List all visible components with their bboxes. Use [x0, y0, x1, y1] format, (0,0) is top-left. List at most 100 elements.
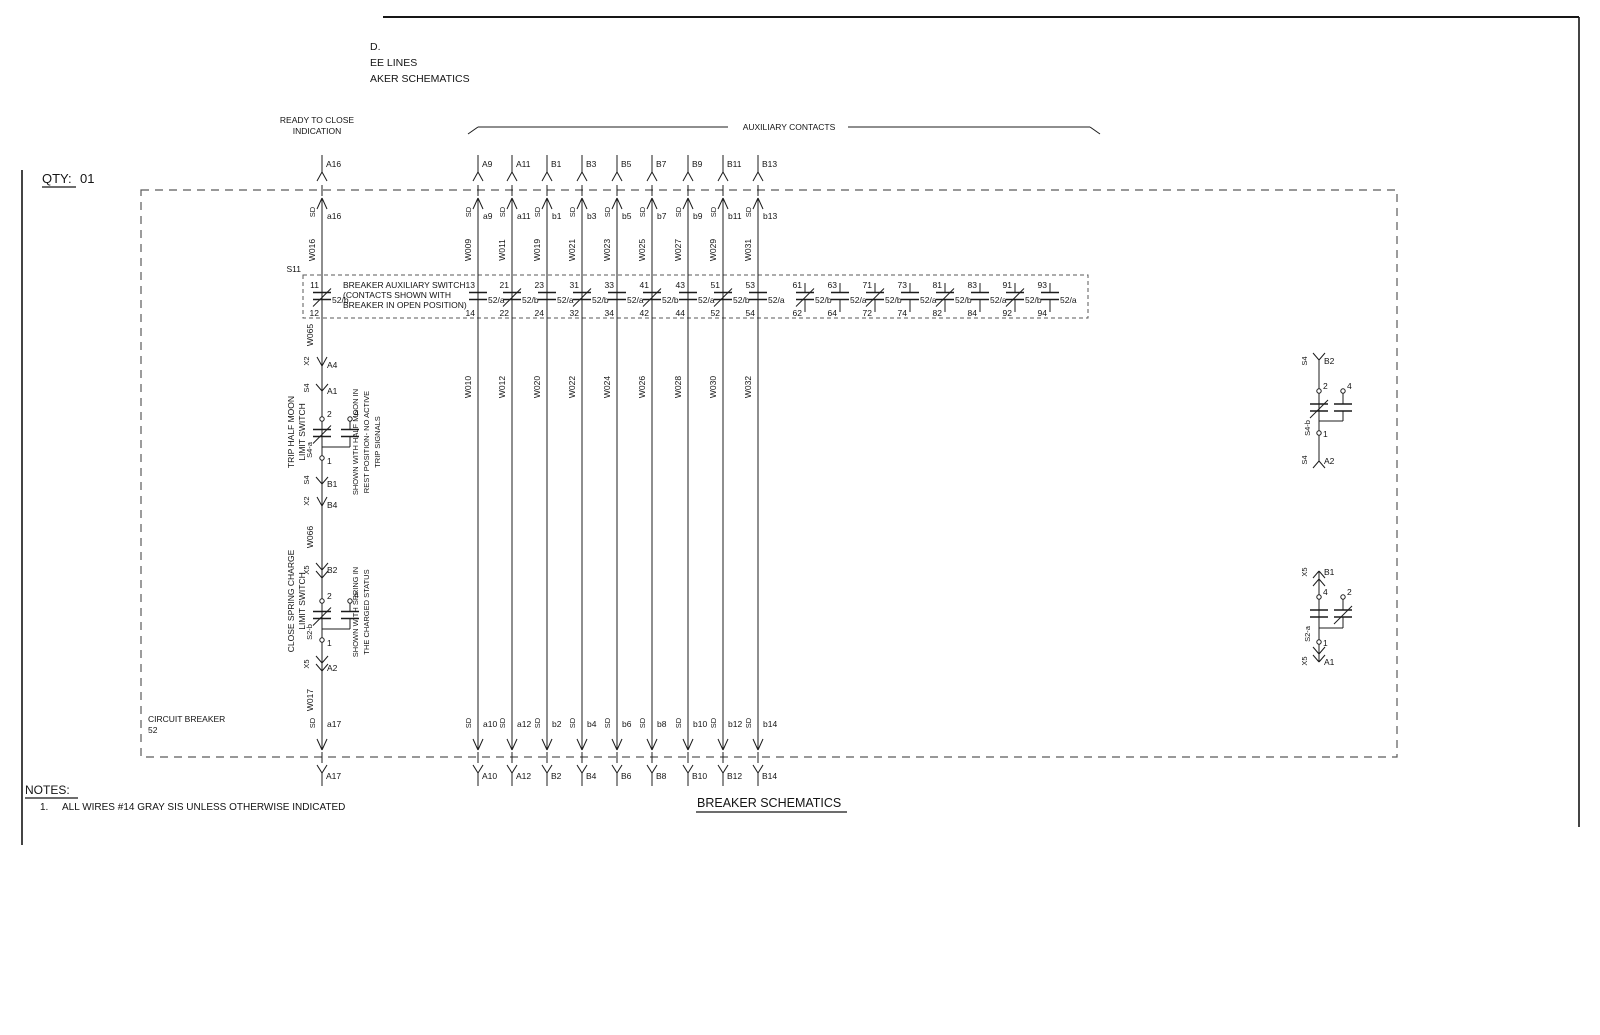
- wire-line: [1005, 288, 1025, 307]
- wire-line: [576, 738, 583, 751]
- wire-line: [722, 171, 729, 182]
- sd-label: SD: [464, 717, 473, 728]
- wire-line: [717, 197, 724, 210]
- wire-line: [1312, 460, 1320, 469]
- terminal-circle: [1316, 639, 1322, 645]
- sd-label: SD: [638, 206, 647, 217]
- terminal-circle: [1340, 594, 1346, 600]
- wire-line: [646, 197, 653, 210]
- wire-label: W029: [708, 239, 718, 261]
- sd-label: SD: [674, 717, 683, 728]
- pin-label: A2: [1324, 456, 1335, 466]
- terminal-number: 1: [1323, 638, 1328, 648]
- wire-line: [1318, 352, 1326, 361]
- terminal-number: 2: [327, 591, 332, 601]
- terminal-number: 2: [327, 409, 332, 419]
- wire-label: W024: [602, 376, 612, 398]
- wire-line: [722, 197, 729, 210]
- partial-line: D.: [370, 41, 381, 53]
- terminal-label: B9: [692, 159, 703, 169]
- terminal-number: 4: [354, 408, 359, 418]
- wire-line: [722, 764, 729, 774]
- wire-line: [795, 288, 815, 307]
- wire-line: [477, 764, 484, 774]
- pin-label: b1: [552, 211, 562, 221]
- pin-label: a16: [327, 211, 341, 221]
- wire-line: [646, 171, 653, 182]
- sd-label: SD: [709, 206, 718, 217]
- terminal-label: B10: [692, 771, 707, 781]
- wire-line: [713, 288, 733, 307]
- sd-label: SD: [709, 717, 718, 728]
- switch-name2: LIMIT SWITCH: [297, 572, 307, 629]
- wire-line: [687, 738, 694, 751]
- wire-line: [312, 288, 332, 307]
- plug-label: S4: [1300, 356, 1309, 365]
- partial-line: AKER SCHEMATICS: [370, 73, 470, 85]
- terminal-number: 4: [1323, 587, 1328, 597]
- pin-label: b12: [728, 719, 742, 729]
- sd-label: SD: [674, 206, 683, 217]
- auxiliary-contacts-header: AUXILIARY CONTACTS: [467, 122, 1101, 135]
- sd-label: SD: [308, 717, 317, 728]
- terminal-label: B5: [621, 159, 632, 169]
- terminal-number: 1: [327, 456, 332, 466]
- contact-number: 71: [863, 280, 873, 290]
- contact-number: 42: [640, 308, 650, 318]
- wire-line: [576, 171, 583, 182]
- contact-number: 22: [500, 308, 510, 318]
- wire-line: [752, 738, 759, 751]
- contact-number: 43: [676, 280, 686, 290]
- sheet-title-block: BREAKER SCHEMATICS: [696, 796, 847, 813]
- ready-to-close-label2: INDICATION: [293, 126, 341, 136]
- contact-number: 11: [310, 280, 319, 290]
- wire-line: [321, 171, 328, 182]
- switch-note: SHOWN WITH SPRING IN: [351, 567, 360, 657]
- wire-line: [682, 197, 689, 210]
- pin-label: b3: [587, 211, 597, 221]
- wire-line: [477, 738, 484, 751]
- contact-type-label: 52/a: [920, 295, 937, 305]
- wire-line: [511, 171, 518, 182]
- wire-line: [1318, 654, 1326, 663]
- terminal-label: B4: [586, 771, 597, 781]
- switch-name: TRIP HALF MOON: [286, 396, 296, 468]
- terminal-label: A9: [482, 159, 493, 169]
- contact-type-label: 52/a: [488, 295, 505, 305]
- ready-to-close-label: READY TO CLOSE: [280, 115, 354, 125]
- wire-line: [506, 738, 513, 751]
- wire-line: [651, 171, 658, 182]
- sd-label: SD: [568, 206, 577, 217]
- pin-label: A1: [327, 386, 338, 396]
- pin-label: B4: [327, 500, 338, 510]
- wire-line: [611, 738, 618, 751]
- terminal-label: A17: [326, 771, 341, 781]
- auxiliary-contacts-label: AUXILIARY CONTACTS: [743, 122, 836, 132]
- contact-type-label: 52/a: [850, 295, 867, 305]
- terminal-label: B6: [621, 771, 632, 781]
- terminal-number: 1: [1323, 429, 1328, 439]
- plug-label: X5: [1300, 656, 1309, 665]
- wire-line: [752, 764, 759, 774]
- wire-line: [511, 197, 518, 210]
- wire-line: [616, 738, 623, 751]
- contact-number: 84: [968, 308, 978, 318]
- wire-line: [646, 738, 653, 751]
- contact-number: 14: [466, 308, 476, 318]
- contact-type-label: 52/b: [815, 295, 832, 305]
- breaker-enclosure-box: [140, 189, 1398, 758]
- contact-number: 63: [828, 280, 838, 290]
- sd-label: SD: [638, 717, 647, 728]
- wire-line: [546, 197, 553, 210]
- qty-value: 01: [80, 171, 94, 186]
- contact-number: 93: [1038, 280, 1048, 290]
- wire-label: W028: [673, 376, 683, 398]
- wire-label: W009: [463, 239, 473, 261]
- wire-line: [1318, 578, 1326, 587]
- contact-number: 61: [793, 280, 803, 290]
- contact-number: 52: [711, 308, 721, 318]
- switch-note2: REST POSITION- NO ACTIVE: [362, 391, 371, 493]
- wire-line: [506, 197, 513, 210]
- s11-id: S11: [287, 264, 302, 274]
- wire-line: [752, 197, 759, 210]
